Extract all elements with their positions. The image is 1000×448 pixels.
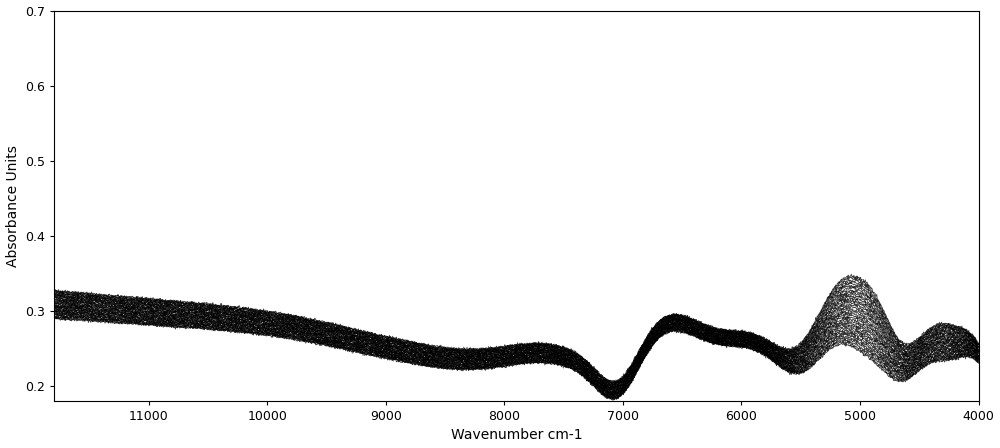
Y-axis label: Absorbance Units: Absorbance Units <box>6 145 20 267</box>
X-axis label: Wavenumber cm-1: Wavenumber cm-1 <box>451 428 582 443</box>
